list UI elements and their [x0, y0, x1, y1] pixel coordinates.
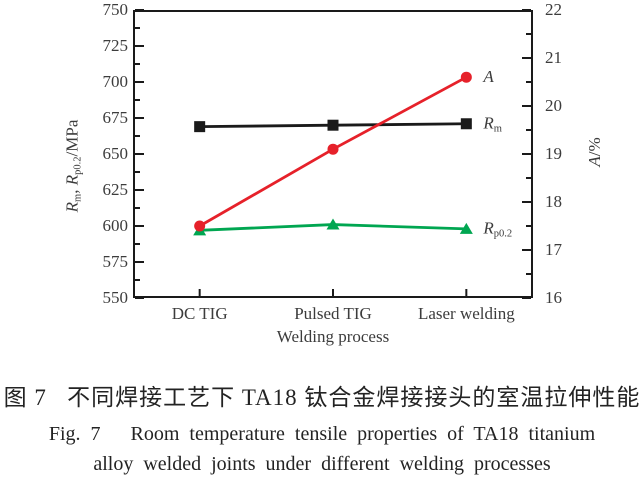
left-axis-tick-label: 600	[102, 216, 129, 235]
right-axis-tick-label: 18	[545, 192, 562, 211]
series-marker-Rm	[327, 119, 339, 131]
series-end-label-A: A	[483, 67, 494, 87]
right-axis-tick-label: 17	[545, 240, 562, 259]
series-marker-Rp0.2	[326, 218, 340, 230]
series-marker-Rp0.2	[459, 222, 473, 234]
caption-english-line1: Fig. 7 Room temperature tensile properti…	[48, 423, 596, 445]
axis-frame	[133, 10, 533, 298]
right-axis-tick-label: 20	[545, 96, 562, 115]
series-marker-A	[194, 220, 206, 232]
x-category-label: Pulsed TIG	[294, 304, 372, 323]
right-axis-tick-label: 19	[545, 144, 562, 163]
x-category-label: Laser welding	[417, 304, 515, 323]
left-axis-tick-label: 625	[102, 180, 129, 199]
left-axis-tick-label: 650	[102, 144, 129, 163]
caption-english-line2: alloy welded joints under different weld…	[93, 453, 551, 475]
left-axis-tick-label: 750	[102, 0, 129, 19]
right-axis-tick-label: 21	[545, 48, 562, 67]
series-marker-A	[460, 71, 472, 83]
series-end-label-Rp0.2: Rp0.2	[483, 218, 513, 240]
series-marker-A	[327, 143, 339, 155]
x-category-label: DC TIG	[171, 304, 228, 323]
chart-svg	[133, 9, 533, 299]
left-axis-tick-label: 550	[102, 288, 129, 307]
right-axis-tick-label: 22	[545, 0, 562, 19]
left-axis-title: Rm, Rp0.2/MPa	[62, 119, 84, 213]
left-axis-tick-label: 575	[102, 252, 129, 271]
plot-area	[133, 9, 533, 299]
right-axis-tick-label: 16	[545, 288, 562, 307]
x-axis-title: Welding process	[276, 327, 390, 346]
series-marker-Rm	[194, 121, 206, 133]
left-axis-tick-label: 725	[102, 36, 129, 55]
left-axis-tick-label: 675	[102, 108, 129, 127]
series-marker-Rm	[460, 118, 472, 130]
series-end-label-Rm: Rm	[483, 113, 502, 135]
caption-chinese: 图 7 不同焊接工艺下 TA18 钛合金焊接接头的室温拉伸性能	[3, 385, 641, 410]
left-axis-tick-label: 700	[102, 72, 129, 91]
right-axis-title: A/%	[585, 137, 604, 167]
